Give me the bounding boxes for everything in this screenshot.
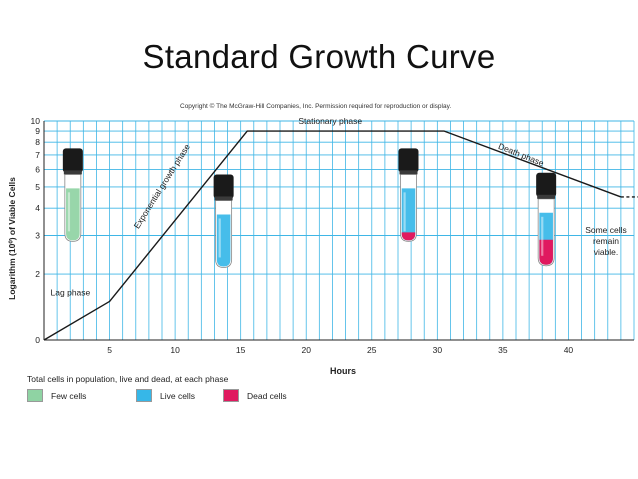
y-tick-label: 3 <box>35 231 40 241</box>
y-tick-label: 8 <box>35 137 40 147</box>
tube-cap-rim <box>399 170 418 175</box>
x-tick-label: 5 <box>107 345 112 355</box>
y-tick-label: 4 <box>35 203 40 213</box>
tube-cap <box>213 174 234 199</box>
test-tube-4 <box>536 172 557 267</box>
legend-swatch-few-cells <box>27 389 43 402</box>
tube-highlight <box>403 192 406 232</box>
y-tick-label: 9 <box>35 126 40 136</box>
x-tick-label: 15 <box>236 345 246 355</box>
tube-fluid <box>66 188 80 241</box>
x-tick-label: 35 <box>498 345 508 355</box>
annotation-stat: Stationary phase <box>298 116 362 126</box>
legend-swatch-live-cells <box>136 389 152 402</box>
tube-cap-rim <box>537 194 556 199</box>
test-tube-3 <box>398 148 419 242</box>
x-tick-label: 25 <box>367 345 377 355</box>
y-tick-label: 2 <box>35 269 40 279</box>
tube-cap-rim <box>63 170 82 175</box>
annotation-lag: Lag phase <box>51 287 91 297</box>
tube-dead-cells <box>401 232 416 241</box>
y-tick-label: 5 <box>35 182 40 192</box>
tube-cap <box>536 172 557 197</box>
x-axis-label: Hours <box>330 366 356 376</box>
tube-highlight <box>541 216 544 256</box>
legend-item-dead-cells: Dead cells <box>223 389 287 402</box>
tube-cap <box>62 148 83 173</box>
y-axis-label: Logarithm (10⁰) of Viable Cells <box>7 177 17 300</box>
tube-cap <box>398 148 419 173</box>
legend: Total cells in population, live and dead… <box>27 374 327 403</box>
legend-item-live-cells: Live cells <box>136 389 195 402</box>
tube-fluid <box>401 188 416 241</box>
y-tick-label: 0 <box>35 335 40 345</box>
legend-caption: Total cells in population, live and dead… <box>27 374 229 384</box>
note-line: remain <box>593 236 619 246</box>
x-tick-label: 40 <box>564 345 574 355</box>
tube-highlight <box>218 218 221 258</box>
y-tick-label: 10 <box>31 116 41 126</box>
tube-highlight <box>67 192 71 232</box>
tube-cap-rim <box>214 196 233 201</box>
test-tube-2 <box>213 174 234 268</box>
legend-label-dead-cells: Dead cells <box>247 390 287 401</box>
legend-swatch-dead-cells <box>223 389 239 402</box>
copyright-notice: Copyright © The McGraw-Hill Companies, I… <box>180 103 452 110</box>
y-tick-label: 7 <box>35 150 40 160</box>
x-tick-label: 30 <box>433 345 443 355</box>
legend-label-live-cells: Live cells <box>160 390 195 401</box>
legend-label-few-cells: Few cells <box>51 390 87 401</box>
note-line: Some cells <box>585 225 627 235</box>
legend-item-few-cells: Few cells <box>27 389 86 402</box>
tube-dead-cells <box>539 239 553 265</box>
test-tube-1 <box>62 148 83 242</box>
x-tick-label: 20 <box>301 345 311 355</box>
y-tick-label: 6 <box>35 165 40 175</box>
tube-fluid <box>216 214 231 267</box>
x-tick-label: 10 <box>170 345 180 355</box>
growth-curve <box>43 130 622 341</box>
slide-title: Standard Growth Curve <box>142 38 496 75</box>
note-line: viable. <box>594 247 619 257</box>
